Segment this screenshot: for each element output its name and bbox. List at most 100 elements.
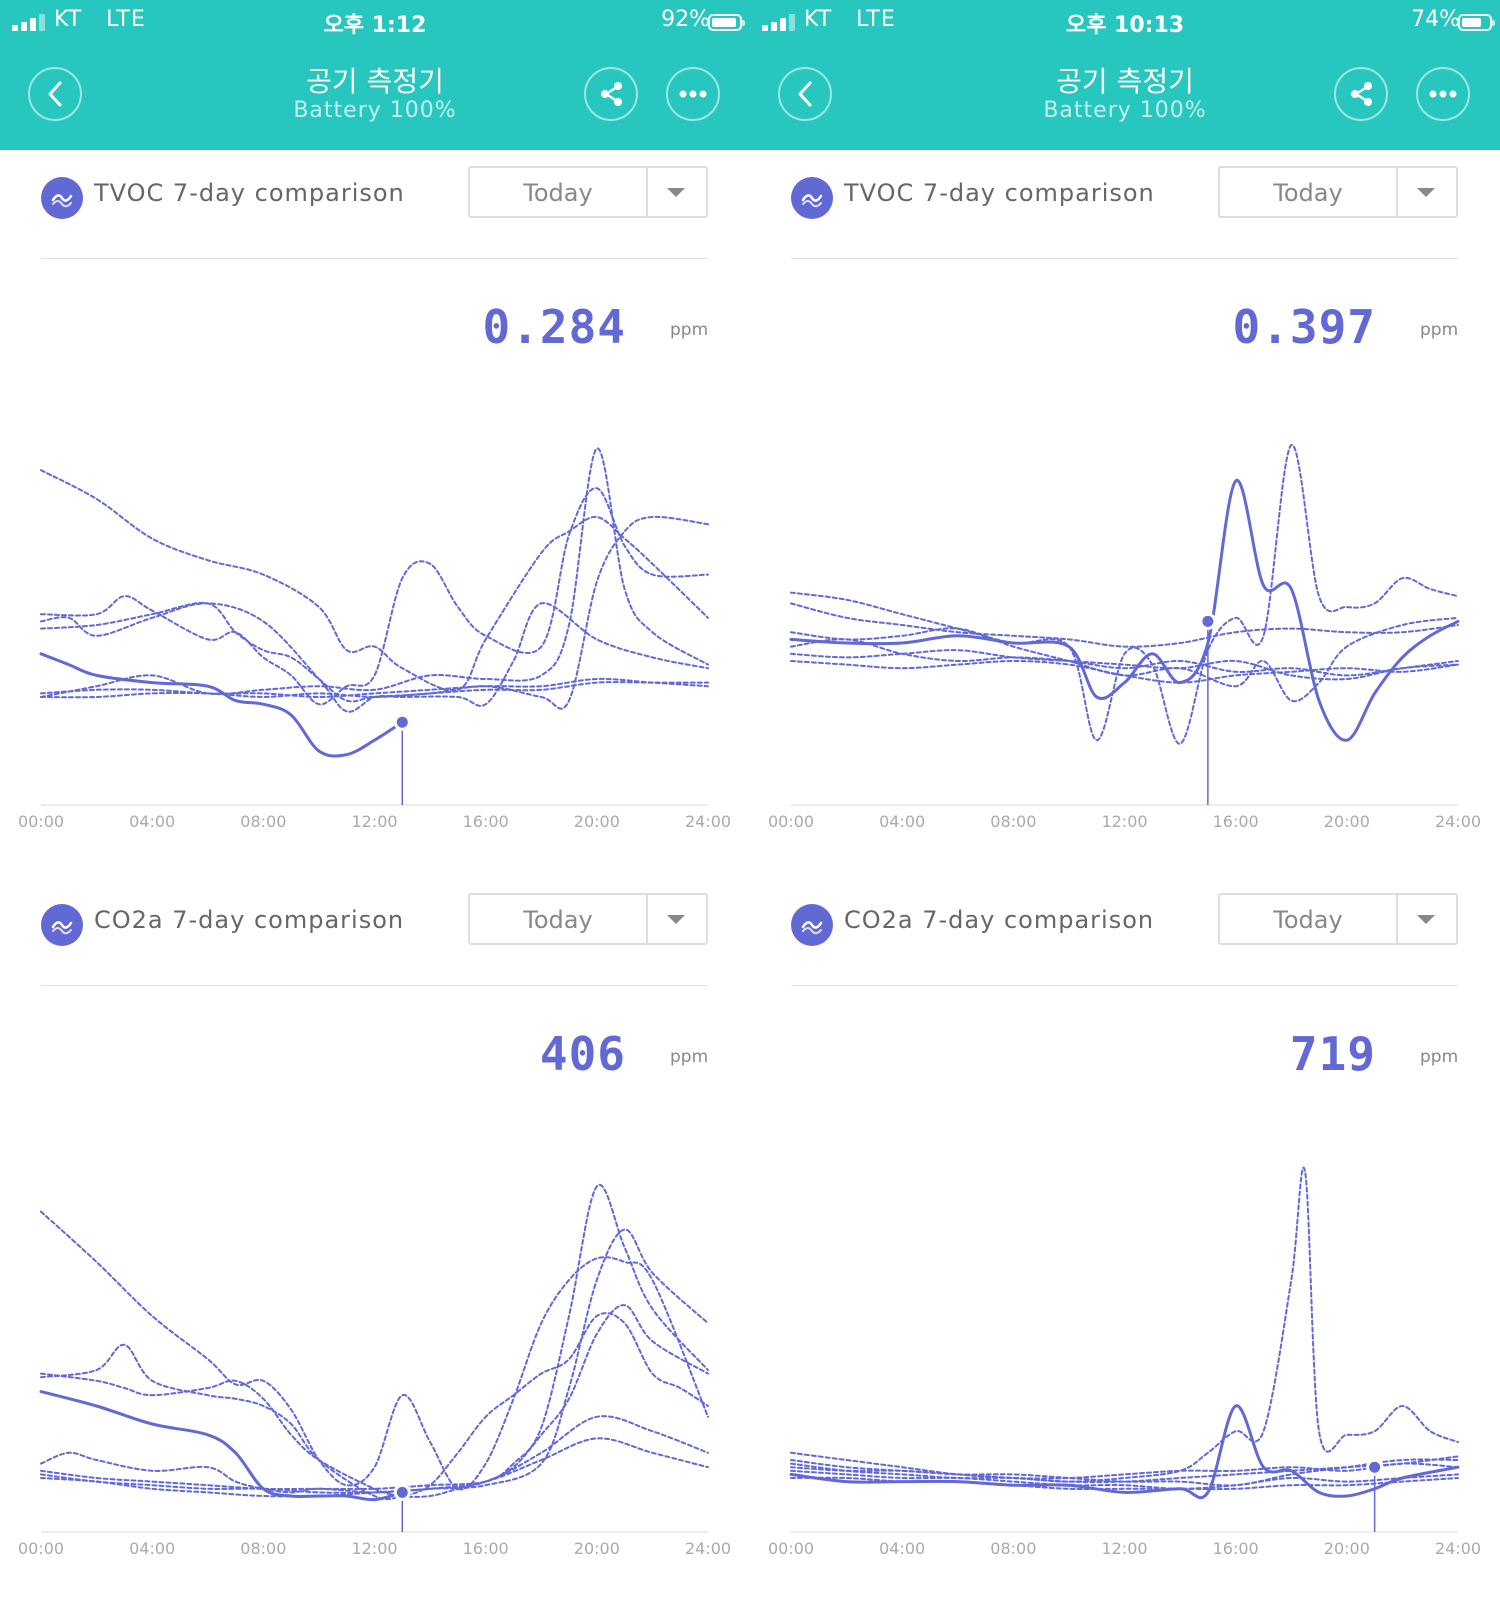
battery-icon [708, 14, 745, 31]
dropdown-separator [1396, 168, 1398, 216]
series-day-1 [790, 1166, 1459, 1483]
screen-right: KT LTE 오후 10:13 74% 공기 측정기 Battery 100% … [750, 0, 1500, 1618]
series-day-5 [790, 649, 1459, 681]
series-today [789, 1404, 1460, 1500]
range-dropdown[interactable]: Today [1218, 893, 1458, 945]
signal-icon [12, 14, 45, 31]
cursor-dot[interactable] [393, 1483, 411, 1501]
value-unit: ppm [670, 320, 709, 340]
cursor-dot[interactable] [1366, 1458, 1384, 1476]
value-unit: ppm [670, 1047, 709, 1067]
app-header: KT LTE 오후 10:13 74% 공기 측정기 Battery 100% [750, 0, 1500, 150]
value-unit: ppm [1420, 320, 1459, 340]
cursor-dot[interactable] [1199, 612, 1217, 630]
series-day-3 [790, 616, 1459, 703]
series-day-1 [40, 1210, 709, 1491]
co2-chart[interactable]: 00:00 04:00 08:00 12:00 16:00 20:00 24:00 [0, 1117, 750, 1597]
x-tick-label: 08:00 [240, 1539, 286, 1558]
app-header: KT LTE 오후 1:12 92% 공기 측정기 Battery 100% [0, 0, 750, 150]
share-icon [1351, 82, 1372, 106]
divider [791, 258, 1458, 259]
series-today [39, 652, 404, 758]
x-tick-label: 12:00 [1101, 1539, 1147, 1558]
page-subtitle: Battery 100% [1043, 98, 1207, 123]
x-tick-label: 20:00 [574, 1539, 620, 1558]
series-day-6 [790, 660, 1459, 684]
battery-percent: 74% [1411, 7, 1460, 32]
cursor-dot[interactable] [393, 713, 411, 731]
series-day-2 [40, 487, 709, 706]
series-day-5 [790, 1469, 1459, 1490]
series-day-1 [790, 443, 1459, 745]
x-tick-label: 16:00 [1213, 1539, 1259, 1558]
compare-icon [41, 177, 83, 219]
x-tick-label: 20:00 [574, 812, 620, 831]
range-label: Today [523, 906, 593, 934]
status-bar: KT LTE 오후 10:13 74% [750, 4, 1500, 40]
screen-left: KT LTE 오후 1:12 92% 공기 측정기 Battery 100% T… [0, 0, 750, 1597]
range-label: Today [1273, 179, 1343, 207]
series-today [39, 1390, 404, 1502]
series-day-6 [790, 1476, 1459, 1491]
x-tick-label: 08:00 [990, 812, 1036, 831]
co2-chart[interactable]: 00:00 04:00 08:00 12:00 16:00 20:00 24:00 [750, 1117, 1500, 1597]
status-time: 오후 1:12 [323, 13, 427, 38]
back-button[interactable] [778, 67, 832, 121]
dropdown-separator [646, 168, 648, 216]
x-tick-label: 04:00 [129, 1539, 175, 1558]
card-title: CO2a 7-day comparison [94, 906, 405, 934]
divider [41, 258, 708, 259]
card-title: TVOC 7-day comparison [844, 179, 1155, 207]
more-button[interactable] [1416, 67, 1470, 121]
x-tick-label: 20:00 [1324, 812, 1370, 831]
range-label: Today [1273, 906, 1343, 934]
back-button[interactable] [28, 67, 82, 121]
x-tick-label: 24:00 [1435, 812, 1481, 831]
current-value: 719 [1289, 1027, 1376, 1081]
range-dropdown[interactable]: Today [468, 893, 708, 945]
series-day-6 [40, 677, 709, 698]
status-bar: KT LTE 오후 1:12 92% [0, 4, 750, 40]
share-icon [601, 82, 622, 106]
tvoc-chart[interactable]: 00:00 04:00 08:00 12:00 16:00 20:00 24:00 [750, 390, 1500, 870]
x-tick-label: 04:00 [879, 1539, 925, 1558]
value-unit: ppm [1420, 1047, 1459, 1067]
series-day-4 [40, 602, 709, 713]
card-title: TVOC 7-day comparison [94, 179, 405, 207]
current-value: 0.397 [1232, 300, 1376, 354]
series-day-2 [40, 1312, 709, 1501]
page-subtitle: Battery 100% [293, 98, 457, 123]
current-value: 0.284 [482, 300, 626, 354]
range-label: Today [523, 179, 593, 207]
divider [791, 985, 1458, 986]
signal-icon [762, 14, 795, 31]
x-tick-label: 20:00 [1324, 1539, 1370, 1558]
compare-icon [791, 904, 833, 946]
battery-icon [1458, 14, 1495, 31]
x-tick-label: 04:00 [879, 812, 925, 831]
caret-down-icon [667, 188, 685, 197]
x-tick-label: 04:00 [129, 812, 175, 831]
share-button[interactable] [1334, 67, 1388, 121]
range-dropdown[interactable]: Today [1218, 166, 1458, 218]
more-dots-icon [1429, 90, 1457, 98]
series-day-7 [40, 1415, 709, 1498]
tvoc-chart[interactable]: 00:00 04:00 08:00 12:00 16:00 20:00 24:00 [0, 390, 750, 870]
x-tick-label: 24:00 [1435, 1539, 1481, 1558]
battery-percent: 92% [661, 7, 710, 32]
x-tick-label: 12:00 [351, 812, 397, 831]
x-tick-label: 24:00 [685, 812, 731, 831]
x-tick-label: 16:00 [1213, 812, 1259, 831]
series-day-7 [40, 681, 709, 699]
compare-icon [791, 177, 833, 219]
series-day-1 [40, 469, 709, 692]
x-tick-label: 08:00 [990, 1539, 1036, 1558]
share-button[interactable] [584, 67, 638, 121]
more-button[interactable] [666, 67, 720, 121]
dropdown-separator [646, 895, 648, 943]
compare-icon [41, 904, 83, 946]
x-tick-label: 24:00 [685, 1539, 731, 1558]
x-tick-label: 16:00 [463, 812, 509, 831]
range-dropdown[interactable]: Today [468, 166, 708, 218]
caret-down-icon [667, 915, 685, 924]
